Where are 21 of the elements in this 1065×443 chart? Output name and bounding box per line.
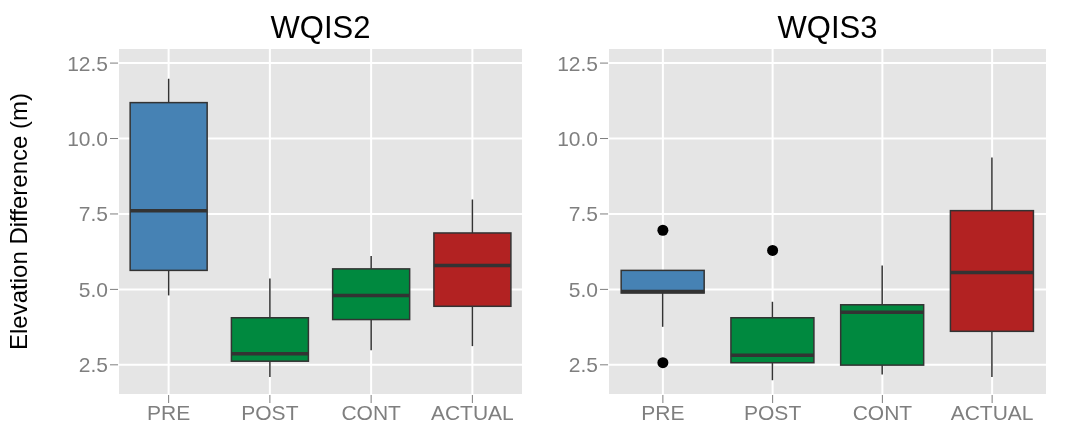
x-tick-label: PRE xyxy=(147,400,191,424)
y-tick-label: 5.0 xyxy=(78,277,108,301)
x-tick-label: POST xyxy=(241,400,299,424)
y-tick-label: 2.5 xyxy=(568,353,598,377)
x-tick-label: ACTUAL xyxy=(950,400,1034,424)
x-tick-label: POST xyxy=(744,400,802,424)
y-tick-label: 7.5 xyxy=(568,202,598,226)
y-tick-label: 7.5 xyxy=(78,202,108,226)
x-tick-label: CONT xyxy=(341,400,402,424)
x-tick-label: PRE xyxy=(641,400,685,424)
x-tick-label: ACTUAL xyxy=(430,400,514,424)
x-tick-label: CONT xyxy=(852,400,913,424)
y-tick-label: 10.0 xyxy=(67,126,108,150)
chart-title: WQIS2 xyxy=(269,9,372,47)
y-tick-label: 2.5 xyxy=(78,353,108,377)
y-tick-label: 10.0 xyxy=(557,126,598,150)
y-tick-label: 12.5 xyxy=(67,51,108,75)
y-tick-label: 5.0 xyxy=(568,277,598,301)
y-axis-title: Elevation Difference (m) xyxy=(4,93,32,350)
chart-title: WQIS3 xyxy=(776,9,879,47)
y-tick-label: 12.5 xyxy=(557,51,598,75)
